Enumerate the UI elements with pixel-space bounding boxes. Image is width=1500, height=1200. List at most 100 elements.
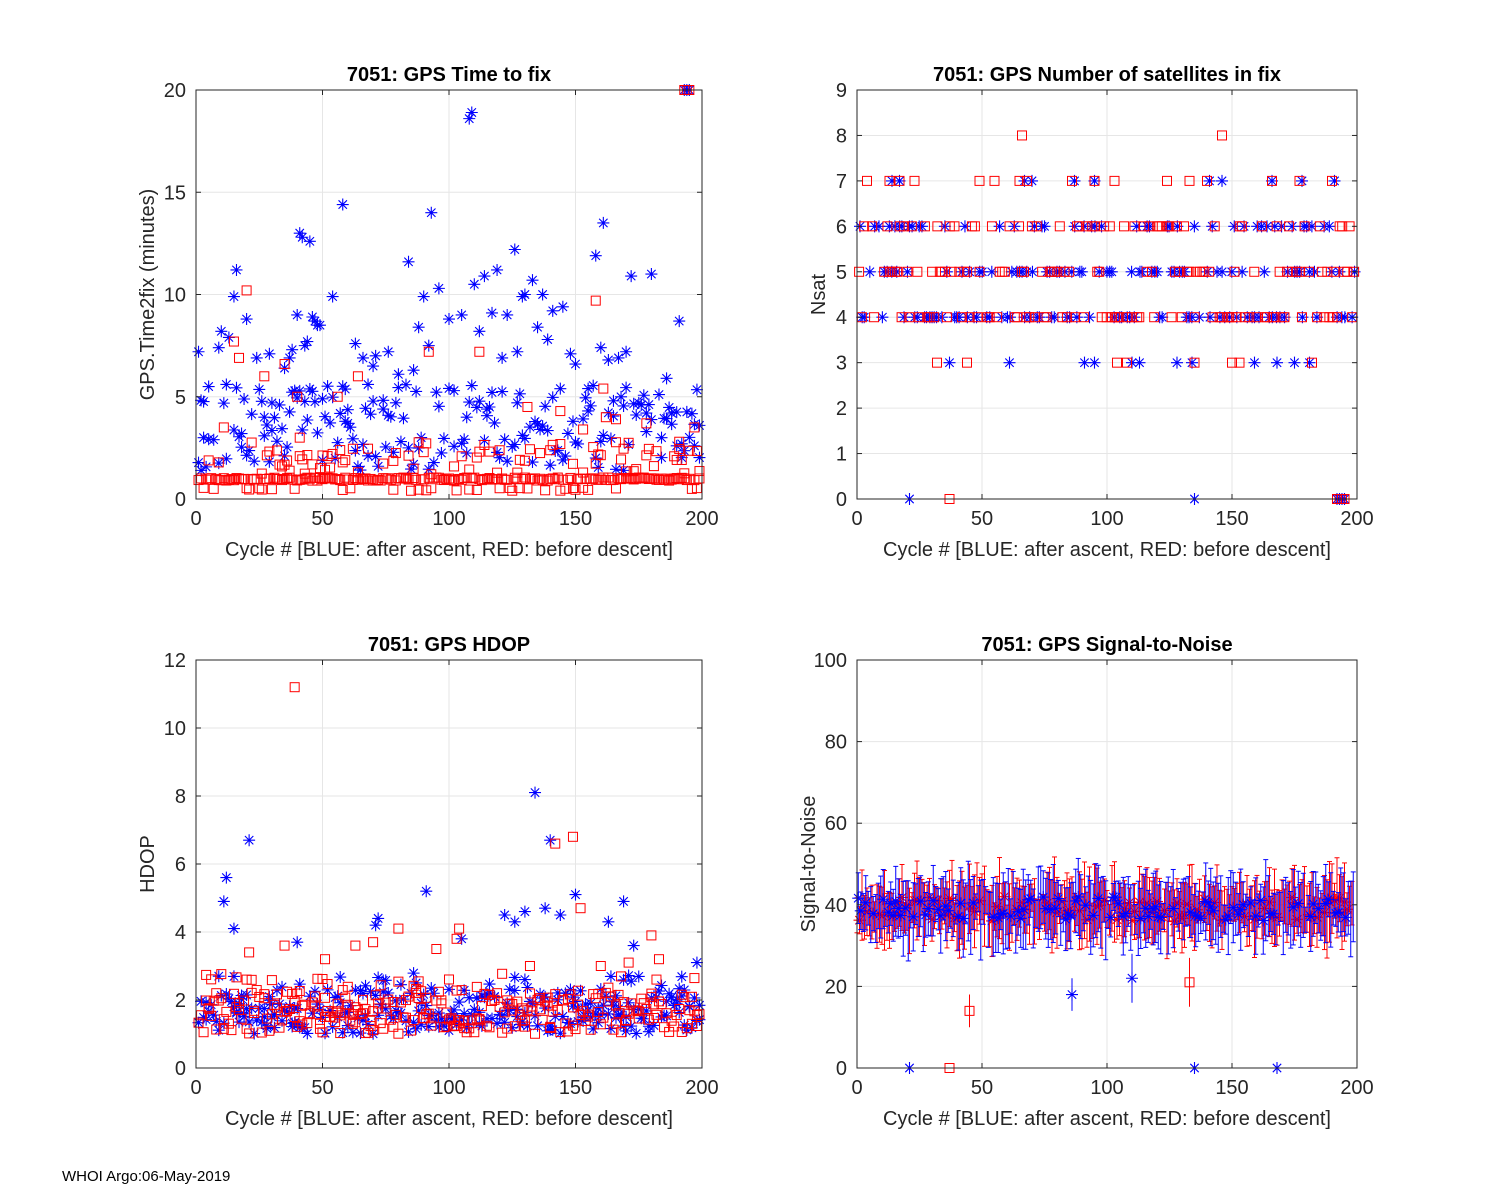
snr-marker bbox=[1286, 891, 1298, 904]
hdop-point bbox=[223, 1018, 234, 1029]
hdop-point bbox=[617, 1020, 630, 1033]
snr-marker bbox=[1291, 913, 1303, 926]
time2fix-point bbox=[526, 456, 539, 469]
time2fix-point bbox=[422, 463, 435, 476]
x-tick-label: 50 bbox=[971, 508, 993, 530]
snr-marker bbox=[932, 903, 945, 916]
snr-marker bbox=[893, 896, 906, 909]
hdop-point bbox=[521, 1019, 534, 1032]
hdop-point bbox=[443, 1024, 455, 1037]
hdop-point bbox=[427, 987, 440, 1000]
time2fix-point bbox=[669, 473, 680, 484]
time2fix-point bbox=[279, 474, 290, 485]
hdop-point bbox=[656, 999, 667, 1010]
time2fix-point bbox=[349, 337, 362, 350]
hdop-point bbox=[560, 1018, 571, 1029]
time2fix-point bbox=[383, 473, 394, 484]
nsat-point bbox=[1126, 312, 1137, 323]
hdop-point bbox=[626, 998, 637, 1009]
nsat-point bbox=[1216, 174, 1228, 187]
time2fix-point bbox=[392, 381, 405, 394]
hdop-point bbox=[594, 1009, 607, 1022]
snr-marker bbox=[853, 914, 866, 927]
time2fix-point bbox=[465, 106, 478, 119]
nsat-point bbox=[1185, 311, 1198, 324]
time2fix-point bbox=[648, 461, 659, 472]
hdop-point bbox=[246, 974, 257, 985]
hdop-point bbox=[455, 932, 468, 945]
nsat-point bbox=[974, 175, 985, 186]
hdop-point bbox=[345, 1015, 356, 1026]
hdop-point bbox=[259, 993, 270, 1004]
time2fix-point bbox=[488, 416, 501, 429]
hdop-point bbox=[311, 998, 324, 1011]
time2fix-point bbox=[501, 308, 514, 321]
time2fix-point bbox=[228, 336, 239, 347]
time2fix-point bbox=[325, 462, 336, 473]
time2fix-point bbox=[432, 400, 445, 413]
time2fix-point bbox=[534, 423, 547, 436]
snr-marker bbox=[1041, 896, 1053, 909]
nsat-point bbox=[1249, 266, 1260, 277]
time2fix-point bbox=[316, 392, 329, 405]
snr-marker bbox=[1322, 893, 1335, 906]
hdop-point bbox=[459, 1015, 470, 1026]
time2fix-point bbox=[494, 483, 505, 494]
time2fix-point bbox=[284, 472, 295, 483]
hdop-point bbox=[679, 992, 690, 1003]
time2fix-point bbox=[417, 290, 430, 303]
hdop-point bbox=[476, 1001, 487, 1012]
nsat-point bbox=[1278, 311, 1291, 324]
nsat-point bbox=[1269, 312, 1280, 323]
hdop-point bbox=[350, 1017, 361, 1028]
snr-marker bbox=[1064, 909, 1077, 922]
time2fix-point bbox=[227, 423, 240, 436]
time2fix-point bbox=[426, 483, 437, 494]
nsat-point bbox=[1022, 175, 1032, 186]
nsat-point bbox=[1028, 220, 1041, 233]
hdop-point bbox=[294, 985, 305, 996]
hdop-point bbox=[330, 1012, 341, 1023]
time2fix-point bbox=[523, 421, 536, 434]
hdop-point bbox=[192, 1016, 205, 1029]
time2fix-point bbox=[390, 448, 401, 459]
snr-marker bbox=[1267, 907, 1280, 920]
hdop-point bbox=[400, 1012, 411, 1023]
hdop-point bbox=[375, 980, 386, 991]
nsat-point bbox=[1089, 175, 1100, 186]
time2fix-point bbox=[470, 401, 483, 414]
snr-marker bbox=[1227, 901, 1240, 914]
time2fix-point bbox=[685, 407, 698, 420]
hdop-point bbox=[444, 974, 454, 985]
y-tick-label: 4 bbox=[175, 922, 186, 944]
time2fix-point bbox=[448, 440, 461, 453]
hdop-point bbox=[312, 973, 323, 984]
time2fix-point bbox=[484, 446, 495, 457]
snr-marker bbox=[919, 908, 932, 921]
nsat-point bbox=[1332, 312, 1343, 323]
hdop-point bbox=[511, 1010, 524, 1023]
nsat-point bbox=[858, 311, 871, 324]
hdop-point bbox=[620, 1024, 633, 1037]
hdop-point bbox=[474, 1015, 485, 1026]
x-axis-label: Cycle # [BLUE: after ascent, RED: before… bbox=[883, 539, 1331, 561]
time2fix-point bbox=[365, 473, 376, 484]
snr-marker bbox=[873, 908, 886, 921]
snr-marker bbox=[1073, 904, 1086, 917]
nsat-point bbox=[1337, 221, 1348, 232]
time2fix-point bbox=[352, 467, 363, 478]
nsat-point bbox=[1139, 221, 1150, 232]
time2fix-point bbox=[573, 474, 584, 485]
hdop-point bbox=[666, 1015, 677, 1026]
nsat-point bbox=[1024, 312, 1035, 323]
nsat-point bbox=[1234, 357, 1245, 368]
x-tick-label: 200 bbox=[685, 508, 718, 530]
snr-marker bbox=[877, 893, 890, 906]
time2fix-point bbox=[297, 474, 308, 485]
hdop-point bbox=[441, 1021, 452, 1032]
time2fix-point bbox=[630, 409, 643, 422]
hdop-point bbox=[428, 1013, 439, 1024]
time2fix-point bbox=[504, 482, 515, 493]
nsat-point bbox=[1225, 265, 1238, 278]
time2fix-point bbox=[480, 409, 493, 422]
